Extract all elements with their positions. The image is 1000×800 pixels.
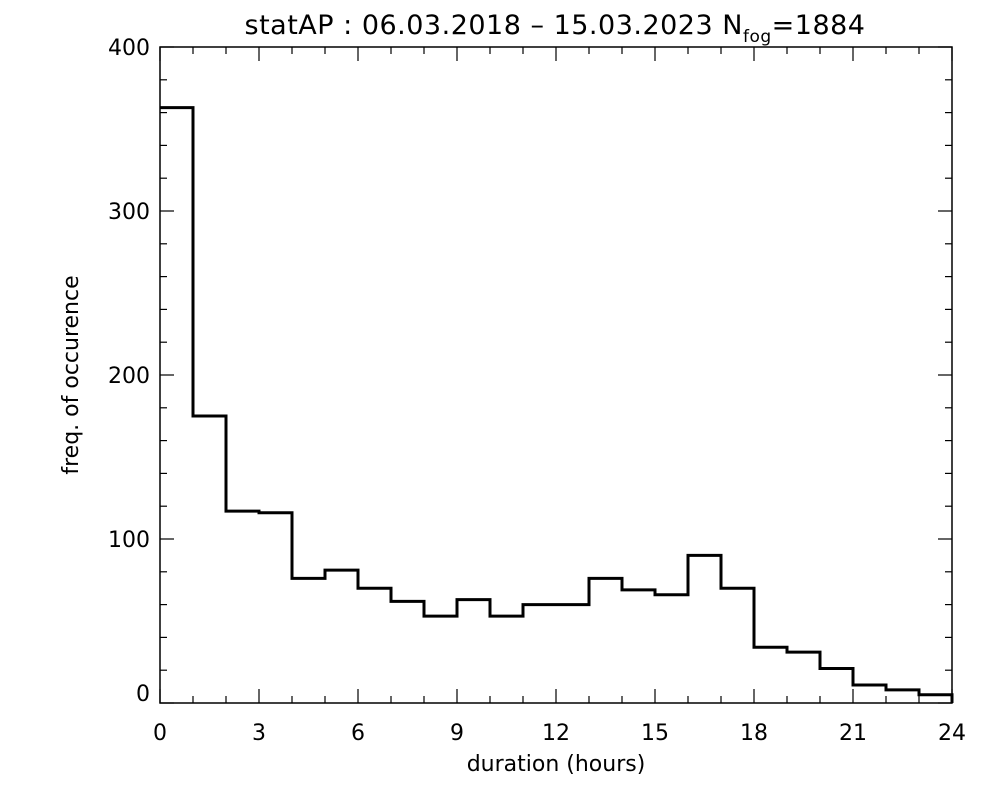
x-tick-label: 9 xyxy=(450,721,464,746)
x-tick-label: 6 xyxy=(351,721,365,746)
chart-title-tail: =1884 xyxy=(772,10,866,41)
x-tick-label: 15 xyxy=(641,721,669,746)
y-tick-label: 100 xyxy=(108,528,150,553)
y-tick-label: 200 xyxy=(108,364,150,389)
x-axis-label: duration (hours) xyxy=(467,752,646,777)
chart-title-main: statAP : 06.03.2018 – 15.03.2023 N xyxy=(245,10,743,41)
x-tick-label: 3 xyxy=(252,721,266,746)
y-tick-label: 400 xyxy=(108,36,150,61)
y-axis-label: freq. of occurence xyxy=(59,275,84,474)
chart-title: statAP : 06.03.2018 – 15.03.2023 Nfog=18… xyxy=(245,10,866,47)
chart-title-subscript: fog xyxy=(743,27,772,47)
x-tick-label: 18 xyxy=(740,721,768,746)
y-tick-labels: 0 100 200 300 400 xyxy=(108,36,150,707)
x-tick-label: 24 xyxy=(938,721,966,746)
y-tick-label: 0 xyxy=(136,682,150,707)
x-tick-labels: 0 3 6 9 12 15 18 21 24 xyxy=(153,721,966,746)
x-tick-label: 0 xyxy=(153,721,167,746)
axis-ticks xyxy=(159,46,953,704)
y-tick-label: 300 xyxy=(108,200,150,225)
x-tick-label: 21 xyxy=(839,721,867,746)
x-tick-label: 12 xyxy=(542,721,570,746)
histogram-step-line xyxy=(160,106,954,703)
